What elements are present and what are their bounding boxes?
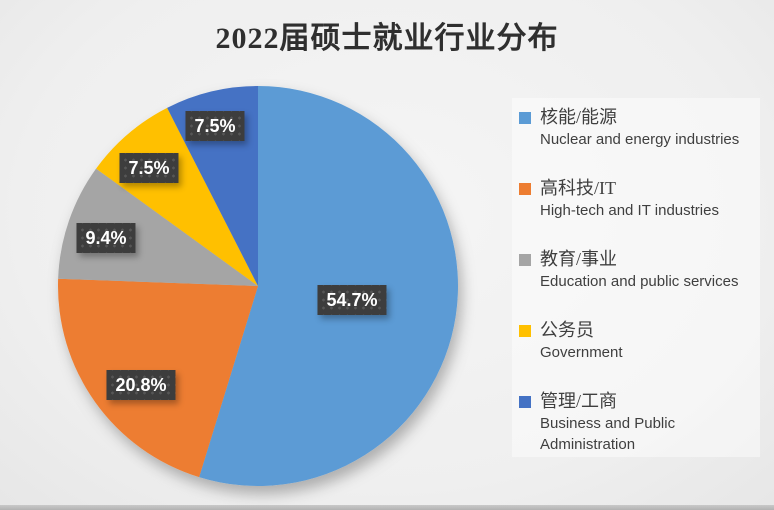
legend-swatch-icon [519,396,531,408]
legend-label-zh: 公务员 [540,320,594,340]
pie-slice-4[interactable] [96,107,258,286]
legend-texts: 高科技/IT High-tech and IT industries [540,177,719,221]
pie-slice-3[interactable] [58,168,258,286]
legend-swatch-icon [519,183,531,195]
legend-item-5[interactable]: 管理/工商 Business and Public Administration [519,390,760,455]
legend-texts: 公务员 Government [540,319,623,363]
legend-item-4[interactable]: 公务员 Government [519,319,760,363]
legend-item-3[interactable]: 教育/事业 Education and public services [519,248,760,292]
data-label-4: 7.5% [119,153,179,183]
legend-label-zh: 管理/工商 [540,391,618,411]
data-label-3: 9.4% [76,223,136,253]
legend-texts: 管理/工商 Business and Public Administration [540,390,760,455]
legend-texts: 核能/能源 Nuclear and energy industries [540,106,739,150]
legend-label-en: Government [540,344,623,361]
legend-swatch-icon [519,325,531,337]
data-label-2: 20.8% [106,370,176,400]
data-label-5: 7.5% [185,111,245,141]
data-label-1: 54.7% [317,285,387,315]
legend-label-zh: 教育/事业 [540,249,618,269]
legend-label-en: Business and Public Administration [540,415,676,453]
legend: 核能/能源 Nuclear and energy industries 高科技/IT… [512,98,760,457]
legend-label-en: High-tech and IT industries [540,202,719,219]
legend-label-en: Nuclear and energy industries [540,131,740,148]
legend-label-en: Education and public services [540,273,739,290]
legend-label-zh: 高科技/IT [540,178,616,198]
legend-texts: 教育/事业 Education and public services [540,248,738,292]
legend-label-zh: 核能/能源 [540,107,618,127]
legend-swatch-icon [519,112,531,124]
legend-swatch-icon [519,254,531,266]
legend-item-2[interactable]: 高科技/IT High-tech and IT industries [519,177,760,221]
legend-item-1[interactable]: 核能/能源 Nuclear and energy industries [519,106,760,150]
slide-bottom-edge [0,505,774,510]
chart-title: 2022届硕士就业行业分布 [215,22,559,55]
